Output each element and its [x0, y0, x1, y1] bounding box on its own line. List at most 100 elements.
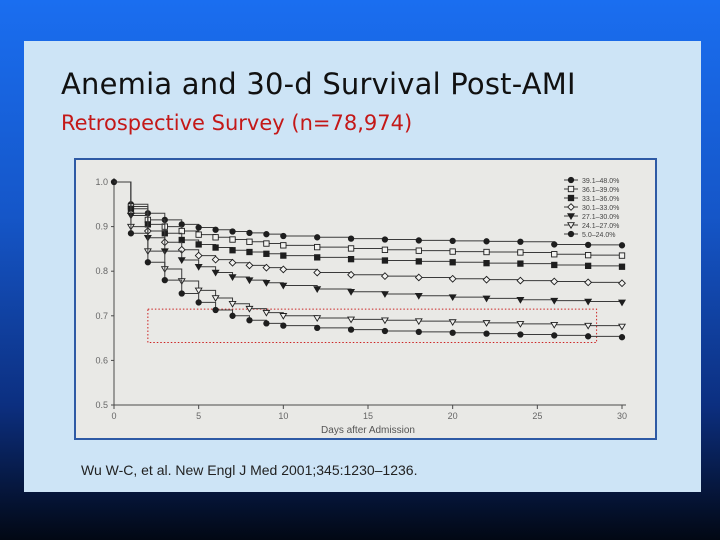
data-point-s1 — [314, 243, 321, 251]
data-point-s0 — [517, 238, 524, 245]
y-tick-label: 0.8 — [95, 266, 108, 276]
data-point-s3 — [194, 251, 203, 260]
slide-subtitle: Retrospective Survey (n=78,974) — [61, 111, 413, 135]
data-point-s4 — [584, 298, 593, 306]
data-point-s6 — [178, 290, 185, 297]
data-point-s2 — [195, 241, 202, 248]
data-point-s1 — [280, 242, 287, 249]
data-point-s2 — [314, 254, 321, 261]
data-point-s5 — [279, 313, 288, 320]
data-point-s5 — [380, 317, 389, 325]
data-point-s6 — [195, 299, 202, 306]
legend-marker — [567, 203, 575, 211]
slide-panel: Anemia and 30-d Survival Post-AMI Retros… — [24, 41, 701, 492]
data-point-s6 — [551, 332, 558, 339]
data-point-s3 — [347, 270, 356, 279]
data-point-s0 — [381, 236, 389, 243]
data-point-s6 — [161, 276, 168, 284]
data-point-s2 — [449, 259, 456, 266]
data-point-s3 — [414, 273, 423, 282]
data-point-s2 — [263, 250, 270, 257]
data-point-s3 — [380, 272, 389, 281]
data-point-s6 — [517, 331, 524, 338]
data-point-s6 — [127, 230, 135, 237]
data-point-s3 — [313, 268, 322, 277]
data-point-s3 — [448, 274, 457, 283]
data-point-s6 — [584, 333, 592, 340]
y-tick-label: 1.0 — [95, 177, 108, 187]
data-point-s1 — [229, 236, 236, 243]
series-line-0 — [114, 181, 623, 246]
data-point-s4 — [313, 286, 322, 294]
slide-title: Anemia and 30-d Survival Post-AMI — [61, 67, 576, 101]
citation: Wu W-C, et al. New Engl J Med 2001;345:1… — [81, 462, 418, 478]
data-point-s3 — [245, 261, 254, 270]
x-tick-label: 15 — [363, 411, 373, 421]
series-line-3 — [114, 181, 623, 284]
data-point-s5 — [618, 323, 626, 331]
data-point-s5 — [194, 287, 203, 295]
y-tick-label: 0.6 — [95, 355, 108, 365]
data-point-s4 — [245, 277, 254, 285]
data-point-s4 — [211, 269, 220, 277]
data-point-s5 — [228, 301, 237, 308]
legend-marker — [567, 176, 575, 184]
x-tick-label: 25 — [532, 411, 542, 421]
legend-marker — [567, 185, 575, 193]
data-point-s2 — [415, 258, 422, 265]
data-point-s1 — [551, 251, 558, 258]
data-point-s5 — [245, 305, 254, 313]
legend-label: 39.1–48.0% — [582, 178, 619, 185]
legend-marker — [567, 230, 575, 238]
legend-label: 27.1–30.0% — [582, 214, 619, 221]
data-point-s4 — [194, 263, 203, 271]
highlight-box — [147, 308, 598, 344]
data-point-s6 — [381, 327, 389, 335]
data-point-s1 — [246, 238, 253, 245]
data-point-s1 — [415, 247, 422, 254]
data-point-s0 — [551, 241, 558, 248]
data-point-s0 — [415, 237, 422, 244]
legend-marker — [567, 194, 575, 202]
data-point-s1 — [517, 249, 524, 256]
data-point-s1 — [195, 231, 202, 238]
data-point-s6 — [144, 259, 152, 266]
data-point-s3 — [516, 276, 525, 285]
data-point-s4 — [228, 274, 237, 281]
data-point-s3 — [584, 278, 593, 287]
data-point-s3 — [482, 275, 491, 284]
data-point-s2 — [551, 261, 558, 269]
data-point-s6 — [229, 312, 236, 319]
data-point-s4 — [262, 280, 271, 287]
data-point-s2 — [584, 262, 592, 269]
data-point-s6 — [483, 330, 490, 337]
data-point-s2 — [229, 247, 236, 254]
data-point-s4 — [516, 296, 525, 304]
data-point-s0 — [449, 237, 456, 245]
survival-chart-svg: 0 5 10 15 20 25 30 0.5 0.6 0.7 0.8 0.9 1.0 Days after… — [95, 176, 627, 436]
series-line-5 — [114, 181, 623, 327]
data-point-s5 — [584, 322, 593, 330]
x-tick-label: 0 — [111, 411, 116, 421]
data-point-s0 — [618, 242, 626, 249]
legend-label: 30.1–33.0% — [582, 205, 619, 212]
data-point-s4 — [177, 257, 186, 265]
y-tick-label: 0.5 — [95, 400, 108, 410]
data-point-s3 — [211, 255, 220, 264]
data-point-s0 — [347, 235, 355, 242]
y-tick-label: 0.7 — [95, 311, 108, 321]
data-point-s4 — [380, 291, 389, 298]
data-point-s2 — [618, 263, 626, 270]
data-point-s2 — [347, 256, 355, 263]
legend-label: 5.0–24.0% — [582, 232, 615, 239]
data-point-s0 — [584, 241, 592, 249]
data-point-s0 — [314, 234, 321, 241]
data-point-s4 — [347, 288, 356, 296]
data-point-s5 — [262, 309, 271, 317]
x-tick-label: 30 — [617, 411, 627, 421]
data-point-s1 — [381, 246, 389, 253]
data-point-s2 — [212, 244, 219, 251]
data-point-s0 — [212, 226, 219, 233]
legend-label: 36.1–39.0% — [582, 187, 619, 194]
data-point-s1 — [263, 240, 270, 247]
